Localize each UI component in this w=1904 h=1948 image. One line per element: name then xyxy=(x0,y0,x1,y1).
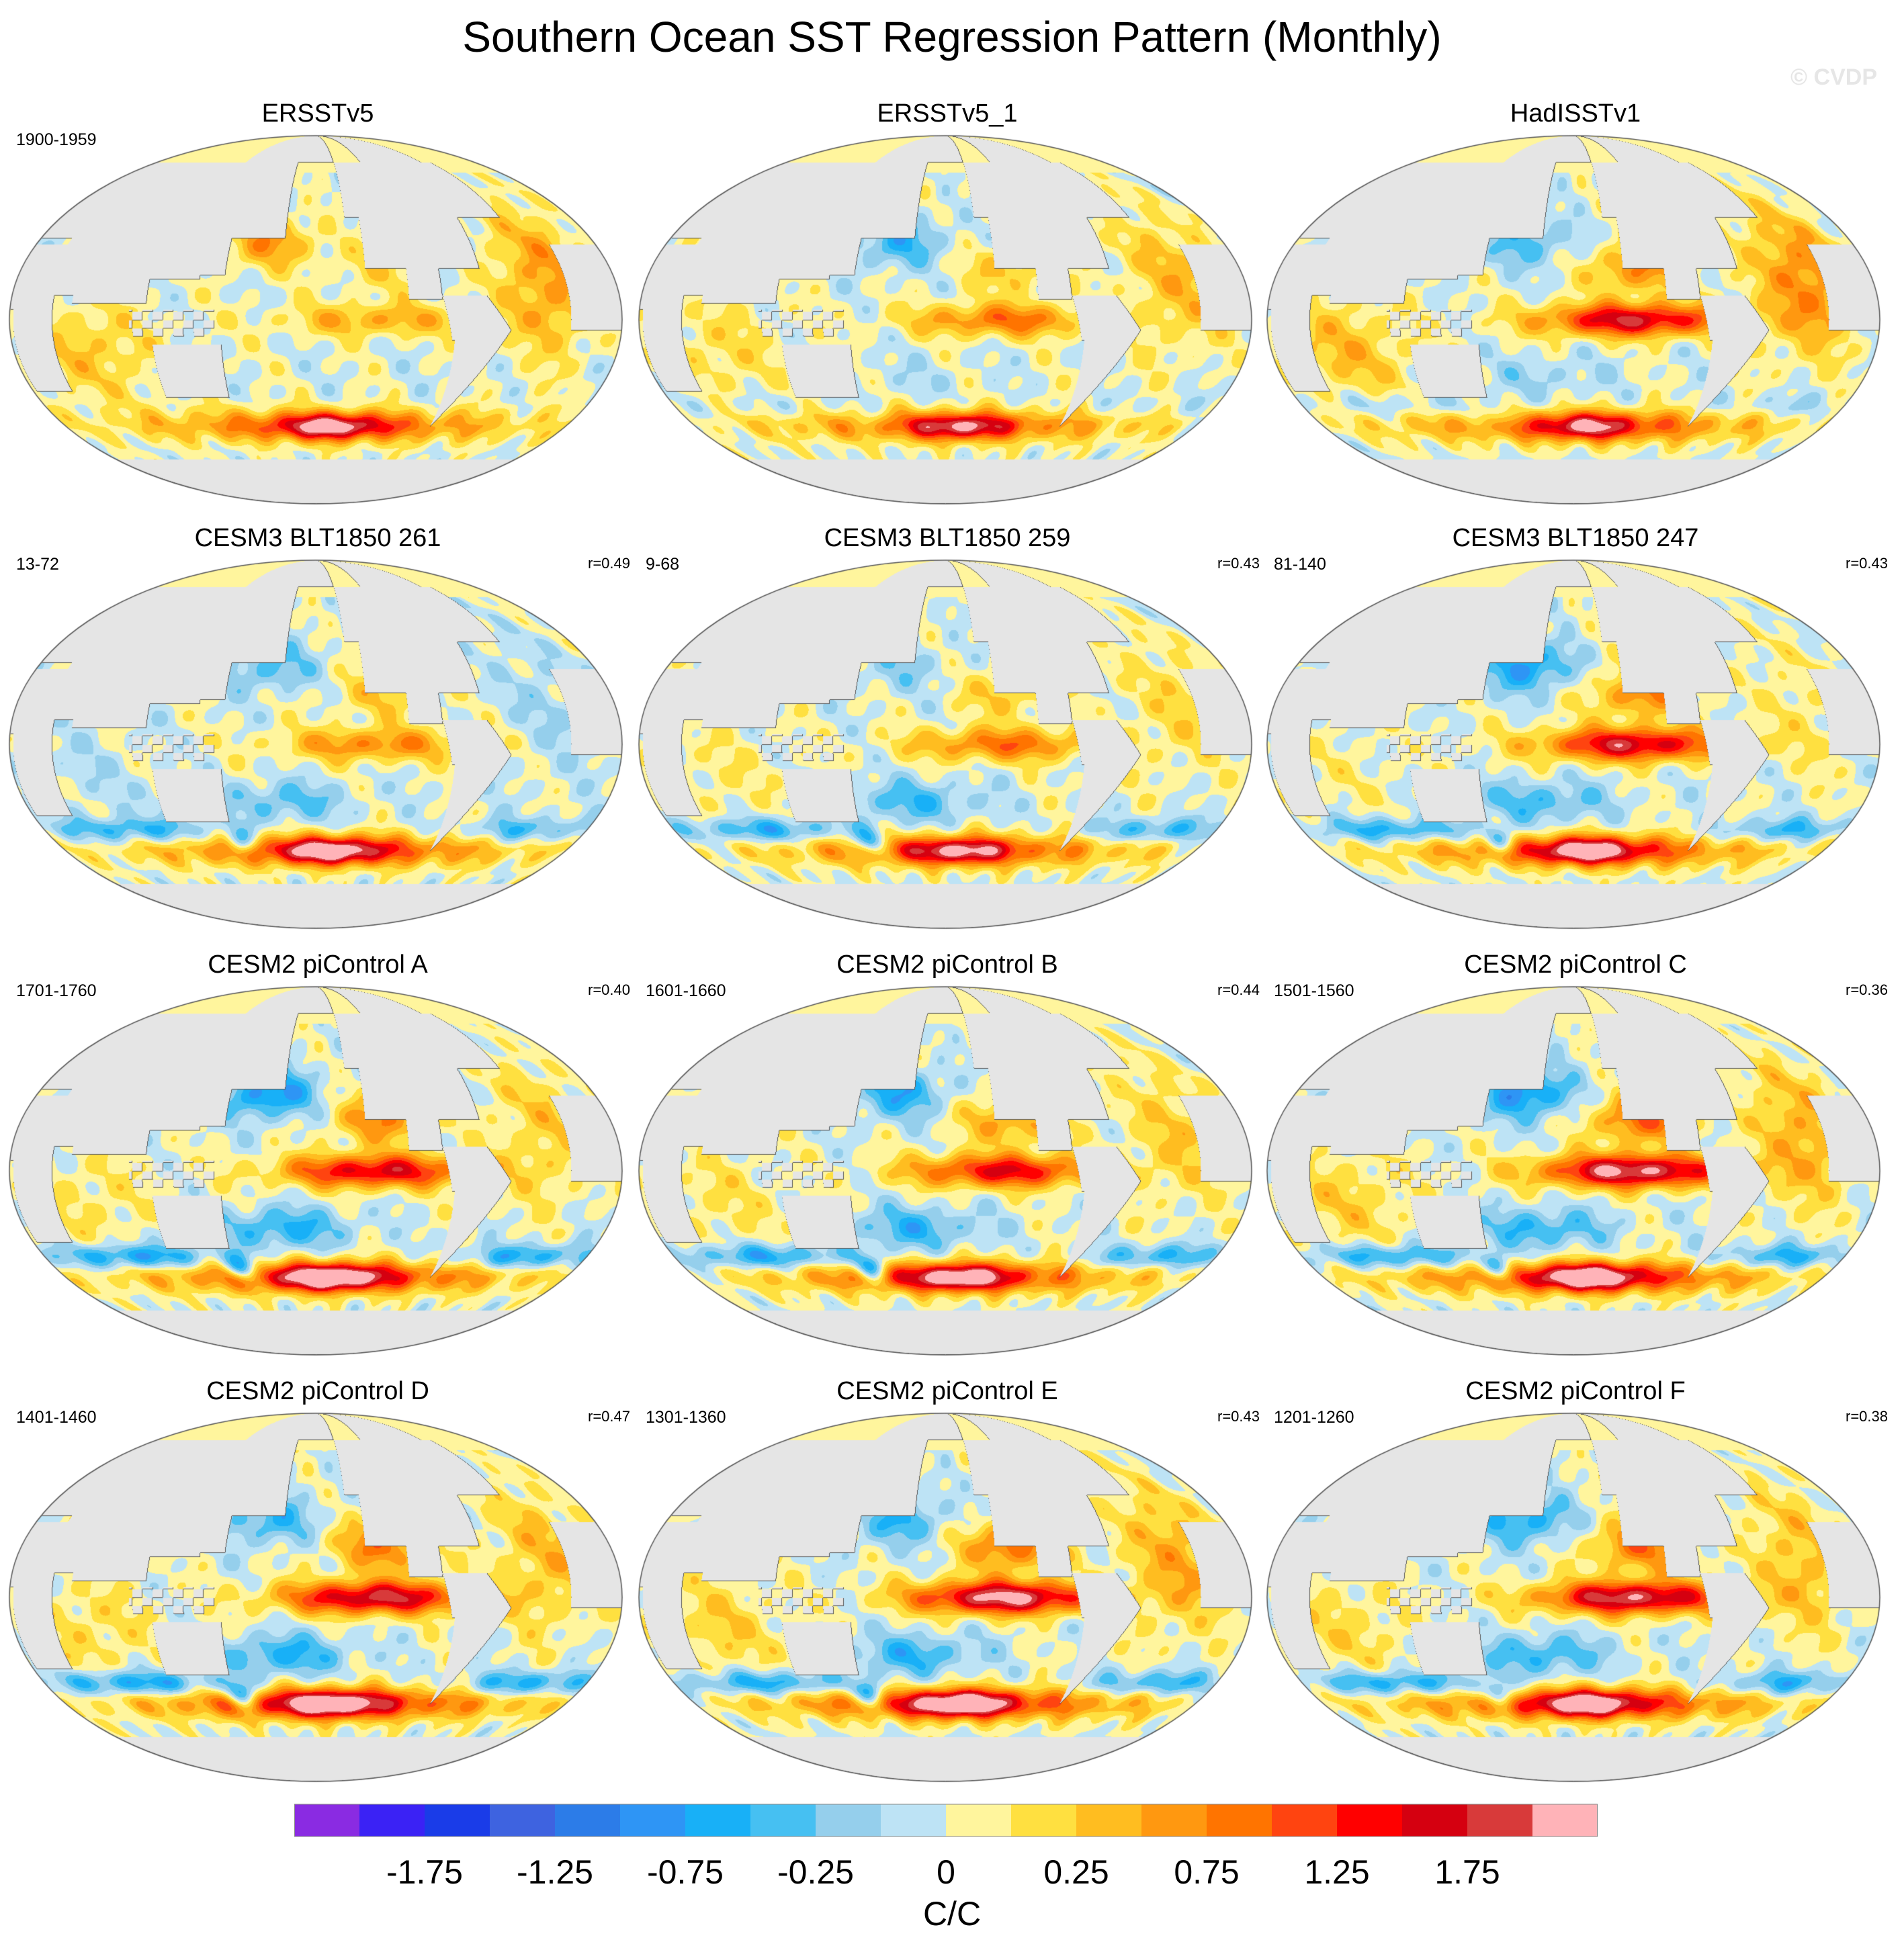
colorbar-swatch xyxy=(816,1804,881,1836)
panel-title: CESM2 piControl E xyxy=(836,1377,1058,1405)
colorbar-tick-label: 0 xyxy=(937,1853,955,1891)
colorbar-swatch xyxy=(1532,1804,1598,1836)
sst-regression-map xyxy=(1263,132,1884,508)
panel-title: CESM3 BLT1850 261 xyxy=(194,524,441,552)
colorbar xyxy=(294,1804,1598,1837)
map-panel: CESM2 piControl E1301-1360r=0.43 xyxy=(635,1377,1260,1800)
sst-regression-map xyxy=(635,1409,1256,1785)
map-panel: ERSSTv51900-1959 xyxy=(5,99,630,523)
map-panel: ERSSTv5_1 xyxy=(635,99,1260,523)
panel-title: CESM2 piControl B xyxy=(836,950,1058,979)
sst-regression-map xyxy=(635,983,1256,1359)
colorbar-swatch xyxy=(359,1804,425,1836)
panel-title: CESM2 piControl F xyxy=(1465,1377,1686,1405)
sst-regression-map xyxy=(5,556,626,932)
sst-regression-map xyxy=(1263,1409,1884,1785)
colorbar-swatch xyxy=(1141,1804,1207,1836)
map-panel: CESM2 piControl A1701-1760r=0.40 xyxy=(5,950,630,1374)
sst-regression-map xyxy=(635,556,1256,932)
map-panel: CESM3 BLT1850 2599-68r=0.43 xyxy=(635,524,1260,947)
sst-regression-map xyxy=(5,132,626,508)
colorbar-swatch xyxy=(1272,1804,1337,1836)
panel-title: CESM2 piControl C xyxy=(1464,950,1687,979)
panel-title: CESM3 BLT1850 259 xyxy=(824,524,1071,552)
figure-title: Southern Ocean SST Regression Pattern (M… xyxy=(462,13,1442,61)
panel-title: ERSSTv5_1 xyxy=(877,99,1018,128)
map-panel: CESM2 piControl C1501-1560r=0.36 xyxy=(1263,950,1888,1374)
map-panel: CESM2 piControl F1201-1260r=0.38 xyxy=(1263,1377,1888,1800)
map-panel: CESM3 BLT1850 26113-72r=0.49 xyxy=(5,524,630,947)
colorbar-tick-label: -0.25 xyxy=(777,1853,854,1891)
colorbar-swatch xyxy=(555,1804,620,1836)
map-panel: CESM2 piControl B1601-1660r=0.44 xyxy=(635,950,1260,1374)
colorbar-swatch xyxy=(294,1804,359,1836)
sst-regression-map xyxy=(1263,983,1884,1359)
panel-title: CESM3 BLT1850 247 xyxy=(1452,524,1699,552)
map-panel: CESM3 BLT1850 24781-140r=0.43 xyxy=(1263,524,1888,947)
panel-title: HadISSTv1 xyxy=(1510,99,1641,128)
sst-regression-map xyxy=(5,983,626,1359)
colorbar-tick-label: 1.25 xyxy=(1304,1853,1370,1891)
colorbar-swatch xyxy=(1467,1804,1532,1836)
colorbar-swatch xyxy=(425,1804,490,1836)
map-panel: HadISSTv1 xyxy=(1263,99,1888,523)
colorbar-swatch xyxy=(1076,1804,1141,1836)
sst-regression-map xyxy=(5,1409,626,1785)
colorbar-swatch xyxy=(750,1804,816,1836)
colorbar-swatch xyxy=(1207,1804,1272,1836)
sst-regression-map xyxy=(635,132,1256,508)
panel-title: CESM2 piControl D xyxy=(206,1377,429,1405)
colorbar-tick-label: -1.25 xyxy=(517,1853,593,1891)
colorbar-swatch xyxy=(1011,1804,1076,1836)
colorbar-swatch xyxy=(490,1804,555,1836)
copyright-label: © CVDP xyxy=(1790,64,1877,90)
colorbar-swatch xyxy=(1402,1804,1467,1836)
colorbar-units: C/C xyxy=(922,1895,982,1933)
colorbar-swatch xyxy=(1337,1804,1402,1836)
map-panel: CESM2 piControl D1401-1460r=0.47 xyxy=(5,1377,630,1800)
colorbar-swatch xyxy=(685,1804,750,1836)
colorbar-swatch xyxy=(620,1804,685,1836)
colorbar-tick-label: 0.75 xyxy=(1174,1853,1240,1891)
sst-regression-map xyxy=(1263,556,1884,932)
colorbar-swatch xyxy=(881,1804,946,1836)
colorbar-swatch xyxy=(946,1804,1011,1836)
colorbar-tick-label: 0.25 xyxy=(1043,1853,1109,1891)
colorbar-tick-label: -0.75 xyxy=(647,1853,724,1891)
panel-title: ERSSTv5 xyxy=(261,99,374,128)
panel-title: CESM2 piControl A xyxy=(208,950,428,979)
colorbar-tick-label: 1.75 xyxy=(1434,1853,1500,1891)
colorbar-tick-label: -1.75 xyxy=(386,1853,463,1891)
